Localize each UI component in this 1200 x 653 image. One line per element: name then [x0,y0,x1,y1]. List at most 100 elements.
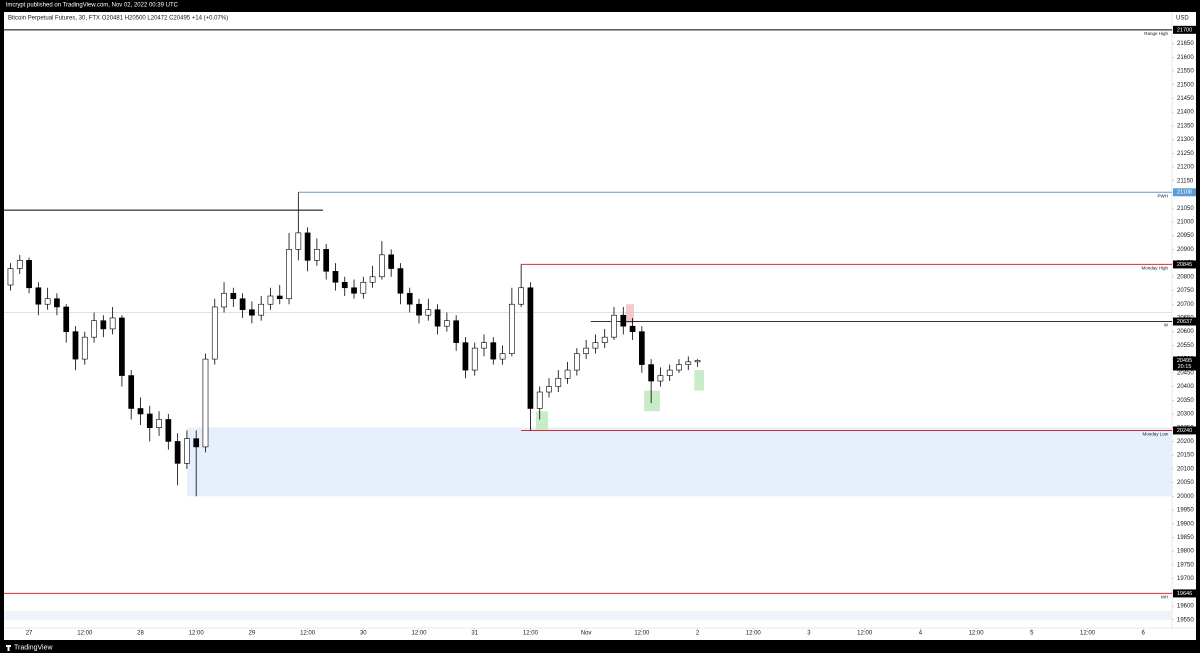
candle-body [666,369,673,376]
candle-body [527,287,534,409]
candle-body [601,336,608,343]
publisher: lmcrypt published on TradingView.com, No… [6,3,179,9]
candle-body [258,303,265,316]
candle-body [193,438,200,448]
x-tick-label: 27 [26,631,33,637]
level-label: W [1164,323,1169,328]
candle-body [620,314,627,327]
y-tick-label: 20900 [1177,247,1194,253]
y-tick-label: 20450 [1177,370,1194,376]
candle-body [583,347,589,354]
candle-body [611,314,617,338]
price-box [1173,426,1196,435]
candle-body [481,342,487,349]
y-tick-label: 20950 [1177,233,1194,239]
chart-title: Bitcoin Perpetual Futures, 30, FTX O2048… [8,16,228,22]
candle-body [453,320,460,343]
y-tick-label: 20800 [1177,274,1194,280]
y-tick-label: 19950 [1177,508,1194,514]
candle-body [657,375,664,382]
y-tick-label: 21500 [1177,82,1194,88]
candle-body [249,309,255,316]
y-tick-label: 20000 [1177,494,1194,500]
candle-body [295,232,302,250]
price-box [1173,188,1196,197]
x-tick-label: 3 [807,631,811,637]
y-tick-label: 21350 [1177,123,1194,129]
y-tick-label: 21600 [1177,55,1194,61]
y-tick-label: 21550 [1177,69,1194,75]
candle-body [462,342,469,371]
candle-body [63,306,70,332]
x-tick-label: 2 [696,631,700,637]
candle-body [509,303,515,354]
x-tick-label: 28 [137,631,144,637]
candle-body [648,364,654,382]
candle-body [360,281,367,294]
candle-body [518,287,525,305]
candle-body [574,353,580,371]
candle-body [416,303,422,316]
candle-body [91,320,97,338]
candle-body [379,254,385,278]
y-tick-label: 19850 [1177,535,1194,541]
candle-body [16,260,23,269]
price-box-label: 21700 [1177,27,1192,33]
x-tick-label: 12:00 [523,631,539,637]
y-tick-label: 21250 [1177,151,1194,157]
candle-body [184,438,190,464]
candle-body [165,419,172,442]
candle-body [555,378,562,387]
candle-body [490,342,497,360]
candle-body [72,331,79,360]
candle-body [0,279,5,286]
candle-body [26,260,32,289]
candle-body [230,292,237,300]
candle-body [369,276,376,283]
y-tick-label: 19750 [1177,562,1194,568]
chart-area [4,12,1196,640]
x-tick-label: 6 [1142,631,1146,637]
y-tick-label: 19700 [1177,576,1194,582]
candle-body [638,331,645,365]
candle-body [276,295,283,300]
x-tick-label: Nov [581,631,592,637]
y-tick-label: 20350 [1177,398,1194,404]
y-tick-label: 21300 [1177,137,1194,143]
candle-body [202,358,209,448]
candle-body [137,408,144,415]
y-tick-label: 21150 [1177,178,1194,184]
candle-body [174,441,181,464]
x-tick-label: 12:00 [77,631,93,637]
level-label: MH [1161,595,1168,600]
last-price-box [1173,356,1196,371]
candle-body [156,419,162,428]
candle-body [471,347,478,371]
y-tick-label: 20050 [1177,480,1194,486]
y-tick-label: 21400 [1177,110,1194,116]
brand: TradingView [14,644,53,651]
candle-body [629,325,636,332]
y-tick-label: 21200 [1177,165,1194,171]
price-box-label: 20637 [1177,319,1192,325]
y-tick-label: 19600 [1177,604,1194,610]
level-label: Monday High [1141,266,1168,271]
candle-body [146,413,153,428]
y-tick-label: 20300 [1177,412,1194,418]
x-tick-label: 12:00 [746,631,762,637]
x-tick-label: 31 [471,631,478,637]
candle-body [592,342,599,349]
y-tick-label: 20100 [1177,466,1194,472]
candle-body [304,232,311,261]
candle-body [119,317,125,376]
y-tick-label: 20750 [1177,288,1194,294]
y-tick-label: 20150 [1177,453,1194,459]
candle-body [7,268,14,286]
y-tick-label: 21450 [1177,96,1194,102]
candle-body [397,268,404,294]
x-tick-label: 12:00 [300,631,316,637]
y-tick-label: 21000 [1177,219,1194,225]
candle-body [286,249,292,300]
highlight-box [626,304,634,324]
